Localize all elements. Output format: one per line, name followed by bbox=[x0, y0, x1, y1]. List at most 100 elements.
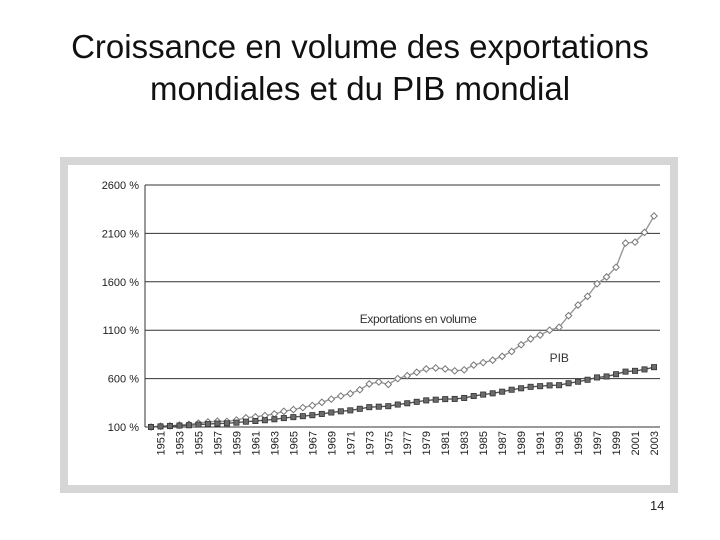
exports-point bbox=[564, 311, 573, 320]
gdp-point bbox=[594, 374, 601, 381]
gdp-point bbox=[613, 371, 620, 378]
exports-point bbox=[346, 389, 355, 398]
gdp-point bbox=[394, 401, 401, 408]
gdp-point bbox=[204, 421, 211, 428]
gdp-point bbox=[641, 366, 648, 373]
exports-point bbox=[317, 398, 326, 407]
exports-point bbox=[279, 407, 288, 416]
gdp-point bbox=[318, 410, 325, 417]
gdp-point bbox=[632, 367, 639, 374]
y-tick-label: 1100 % bbox=[103, 325, 140, 337]
exports-point bbox=[374, 378, 383, 386]
exports-point bbox=[583, 292, 592, 301]
x-tick-label: 1959 bbox=[231, 431, 243, 455]
gdp-point bbox=[233, 419, 240, 426]
y-tick-label: 600 % bbox=[108, 374, 139, 386]
gdp-point bbox=[451, 395, 458, 402]
exports-point bbox=[574, 301, 582, 309]
exports-point bbox=[621, 239, 630, 247]
x-tick-label: 1979 bbox=[421, 431, 433, 455]
x-tick-label: 1985 bbox=[478, 431, 490, 455]
exports-point bbox=[545, 326, 554, 335]
x-tick-label: 1987 bbox=[497, 431, 509, 455]
gdp-point bbox=[404, 400, 411, 407]
gdp-point bbox=[328, 409, 335, 416]
exports-point bbox=[327, 395, 336, 404]
x-tick-label: 1957 bbox=[212, 431, 224, 455]
exports-point bbox=[365, 380, 374, 388]
y-tick-label: 1600 % bbox=[102, 277, 140, 289]
gdp-point bbox=[423, 397, 430, 404]
gdp-point bbox=[157, 423, 164, 430]
gdp-point bbox=[565, 380, 572, 387]
exports-point bbox=[422, 365, 431, 373]
exports-point bbox=[526, 335, 535, 343]
slide-title-line-1: Croissance en volume des exportations bbox=[71, 28, 649, 65]
exports-point bbox=[517, 340, 526, 349]
exports-point bbox=[507, 347, 516, 356]
exports-point bbox=[602, 273, 611, 281]
exports-point bbox=[298, 403, 307, 412]
slide-title: Croissance en volume des exportations mo… bbox=[0, 26, 720, 110]
x-tick-label: 1963 bbox=[269, 431, 281, 455]
exports-point bbox=[469, 361, 478, 369]
exports-point bbox=[612, 263, 620, 272]
gdp-point bbox=[489, 390, 496, 397]
gdp-point bbox=[651, 364, 658, 371]
gdp-point bbox=[214, 420, 221, 427]
exports-point bbox=[555, 323, 564, 332]
y-tick-label: 2600 % bbox=[102, 180, 140, 192]
exports-point bbox=[393, 374, 402, 383]
gdp-point bbox=[584, 376, 591, 383]
gdp-point bbox=[432, 396, 439, 403]
gdp-point bbox=[385, 403, 392, 410]
exports-point bbox=[308, 401, 317, 410]
exports-point bbox=[460, 365, 469, 374]
x-tick-label: 1953 bbox=[174, 431, 186, 455]
x-tick-label: 1983 bbox=[459, 431, 471, 455]
exports-point bbox=[479, 358, 488, 367]
gdp-point bbox=[413, 398, 420, 405]
gdp-point bbox=[442, 396, 449, 403]
exports-point bbox=[498, 352, 507, 361]
y-tick-label: 2100 % bbox=[102, 228, 140, 240]
exports-point bbox=[631, 238, 639, 247]
gdp-point bbox=[185, 422, 192, 429]
exports-point bbox=[384, 380, 393, 389]
gdp-point bbox=[309, 412, 316, 419]
slide-title-line-2: mondiales et du PIB mondial bbox=[149, 70, 571, 107]
chart-area: 100 % 600 % 1100 % 1600 % 2100 % 2600 % 1951 19… bbox=[68, 165, 670, 485]
exports-point bbox=[412, 368, 421, 377]
series-label-gdp: PIB bbox=[550, 351, 569, 365]
x-tick-label: 1997 bbox=[592, 431, 604, 455]
line-chart: 100 % 600 % 1100 % 1600 % 2100 % 2600 % 1951 19… bbox=[102, 180, 661, 455]
x-tick-label: 1969 bbox=[326, 431, 338, 455]
gdp-point bbox=[556, 382, 563, 389]
x-tick-label: 1989 bbox=[516, 431, 528, 455]
x-tick-label: 1999 bbox=[611, 431, 623, 455]
exports-point bbox=[431, 364, 440, 372]
exports-point bbox=[355, 385, 364, 394]
y-tick-label: 100 % bbox=[108, 422, 139, 434]
gdp-point bbox=[280, 415, 287, 422]
chart-frame: 100 % 600 % 1100 % 1600 % 2100 % 2600 % 1951 19… bbox=[60, 157, 678, 493]
gdp-point bbox=[299, 413, 306, 420]
x-tick-label: 1961 bbox=[250, 431, 262, 455]
x-tick-label: 1973 bbox=[364, 431, 376, 455]
gdp-point bbox=[261, 417, 268, 424]
x-tick-label: 1951 bbox=[155, 431, 167, 455]
gdp-point bbox=[148, 423, 155, 430]
gdp-point bbox=[622, 368, 629, 375]
series-label-exports: Exportations en volume bbox=[360, 312, 477, 326]
x-tick-label: 2003 bbox=[649, 431, 661, 455]
exports-point bbox=[403, 371, 412, 380]
gdp-point bbox=[499, 388, 506, 395]
x-tick-label: 1981 bbox=[440, 431, 452, 455]
exports-point bbox=[336, 392, 345, 400]
x-tick-label: 1967 bbox=[307, 431, 319, 455]
gdp-point bbox=[166, 423, 173, 430]
x-tick-label: 1975 bbox=[383, 431, 395, 455]
exports-point bbox=[536, 331, 545, 339]
gdp-point bbox=[518, 385, 525, 392]
x-tick-label: 1991 bbox=[535, 431, 547, 455]
